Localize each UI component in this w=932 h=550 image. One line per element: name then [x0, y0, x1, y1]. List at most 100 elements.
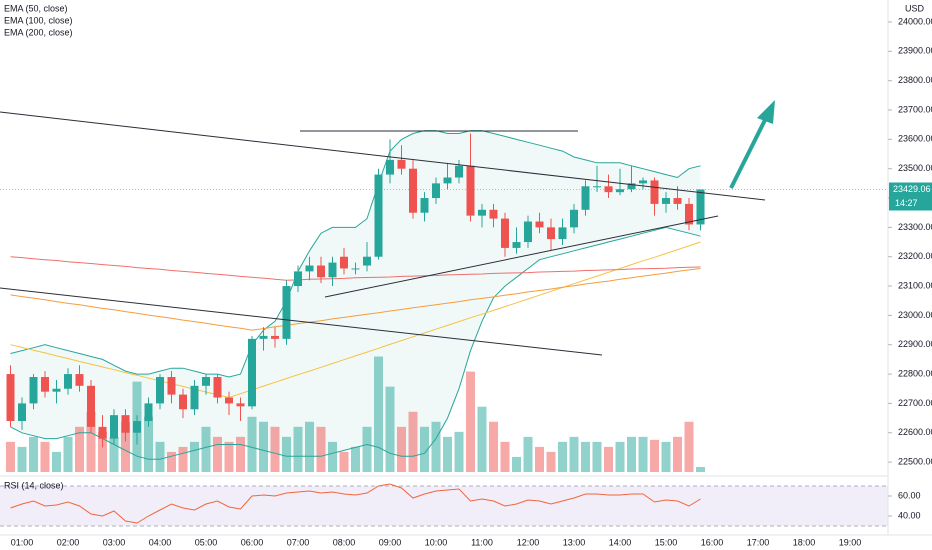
countdown-box: [889, 196, 932, 211]
candle-body: [501, 218, 509, 248]
volume-bar: [259, 421, 268, 472]
volume-bar: [98, 431, 107, 472]
candle-body: [271, 335, 279, 339]
x-tick-label: 03:00: [103, 537, 126, 547]
volume-bar: [282, 436, 291, 472]
volume-bar: [224, 441, 234, 472]
band-line: [10, 130, 701, 378]
candle-body: [75, 374, 84, 386]
volume-bar: [673, 436, 682, 472]
rsi-tick-label: 60.00: [898, 490, 921, 500]
candle-body: [558, 227, 567, 240]
volume-bar: [29, 436, 38, 472]
candle-body: [581, 186, 590, 210]
candle-body: [489, 209, 498, 219]
volume-bar: [558, 441, 567, 472]
candle-body: [248, 338, 256, 407]
candle-body: [305, 265, 314, 272]
candle-body: [29, 377, 38, 404]
volume-bar: [454, 431, 464, 472]
volume-bar: [615, 441, 625, 472]
candle-body: [639, 180, 647, 184]
y-tick-label: 24000.00: [898, 16, 932, 26]
y-tick-label: 23600.00: [898, 134, 932, 144]
volume-bar: [535, 446, 544, 472]
volume-bar: [466, 371, 475, 472]
last-price-label: 23429.06: [893, 184, 931, 194]
legend-rsi: RSI (14, close): [4, 480, 64, 490]
trend-line: [0, 287, 603, 356]
volume-bar: [247, 416, 257, 472]
rsi-tick-label: 40.00: [898, 510, 921, 520]
candle-body: [363, 256, 371, 266]
candle-body: [478, 209, 486, 216]
candle-body: [512, 242, 521, 248]
volume-bar: [650, 439, 659, 472]
volume-bar: [236, 436, 245, 472]
candle-body: [420, 198, 429, 213]
volume-bar: [178, 446, 188, 472]
candle-body: [202, 377, 210, 386]
ema-line: [10, 268, 701, 331]
candle-body: [328, 262, 337, 278]
x-tick-label: 02:00: [57, 537, 80, 547]
volume-bar: [316, 426, 326, 472]
x-tick-label: 10:00: [425, 537, 448, 547]
drawings: [0, 111, 766, 356]
y-tick-label: 23500.00: [898, 163, 932, 173]
volume-bar: [420, 426, 429, 472]
volume-bar: [569, 436, 579, 472]
candle-body: [616, 189, 624, 193]
trend-line: [324, 215, 719, 298]
arrow-head: [757, 100, 775, 124]
candle-body: [432, 183, 440, 199]
volume-bar: [75, 426, 84, 472]
x-tick-label: 05:00: [195, 537, 218, 547]
candle-body: [455, 165, 463, 178]
x-tick-label: 07:00: [287, 537, 310, 547]
volume-bar: [661, 441, 671, 472]
ema-line: [10, 241, 701, 399]
volume-bar: [339, 451, 349, 472]
volume-bar: [500, 441, 510, 472]
candle-body: [294, 271, 302, 287]
volume-bar: [581, 441, 590, 472]
volume-bar: [155, 441, 165, 472]
candle-body: [604, 186, 613, 193]
y-tick-label: 22700.00: [898, 398, 932, 408]
candle-body: [673, 198, 682, 204]
candle-body: [110, 415, 118, 439]
y-tick-label: 23200.00: [898, 251, 932, 261]
volume-bar: [431, 421, 441, 472]
candle-body: [466, 165, 475, 216]
x-tick-label: 18:00: [793, 537, 816, 547]
volume-bar: [328, 441, 337, 472]
volume-bar: [385, 386, 395, 472]
candle-body: [18, 403, 26, 422]
volume-bar: [408, 411, 418, 472]
volume-bar: [684, 421, 694, 472]
x-tick-label: 14:00: [609, 537, 632, 547]
volume-bar: [144, 416, 153, 472]
candle-body: [386, 159, 394, 175]
y-tick-label: 23900.00: [898, 46, 932, 56]
x-tick-label: 17:00: [747, 537, 770, 547]
candle-body: [52, 388, 61, 392]
candle-body: [133, 421, 141, 433]
volume-bar: [305, 421, 314, 472]
volume-bar: [489, 421, 498, 472]
x-tick-label: 06:00: [241, 537, 264, 547]
rsi-line: [10, 483, 701, 524]
currency-label: USD: [905, 3, 925, 13]
volume-bar: [512, 456, 521, 472]
volume-bar: [627, 436, 636, 472]
candle-body: [144, 403, 153, 422]
countdown-label: 14:27: [895, 198, 918, 208]
plot-area: [0, 130, 888, 527]
volume-bar: [523, 436, 533, 472]
x-tick-label: 11:00: [471, 537, 493, 547]
candle-body: [179, 394, 187, 410]
candle-body: [409, 168, 417, 213]
candle-body: [6, 374, 15, 422]
